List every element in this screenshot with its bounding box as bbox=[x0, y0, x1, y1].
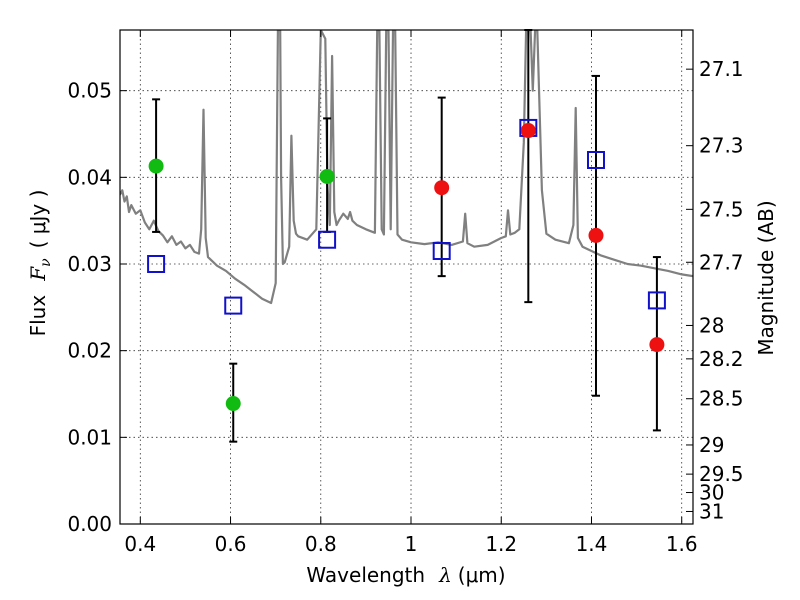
magnitude-tick-label: 28 bbox=[699, 313, 724, 337]
y-tick-label: 0.00 bbox=[67, 512, 112, 536]
y-axis-label-symbol: F bbox=[26, 266, 50, 282]
magnitude-tick-label: 27.3 bbox=[699, 134, 744, 158]
x-axis-label: Wavelength λ (μm) bbox=[306, 563, 505, 587]
magnitude-tick-label: 27.7 bbox=[699, 250, 744, 274]
x-tick-label: 0.8 bbox=[305, 532, 337, 556]
magnitude-tick-label: 29 bbox=[699, 433, 724, 457]
model-square-marker bbox=[224, 296, 243, 315]
y-axis-ticks: 0.00 0.01 0.02 0.03 0.04 0.05 bbox=[67, 79, 127, 536]
y-tick-label: 0.05 bbox=[67, 79, 112, 103]
model-spectrum-line bbox=[120, 30, 693, 305]
x-axis-label-text: Wavelength bbox=[306, 563, 425, 587]
observed-green-point bbox=[319, 168, 335, 184]
model-square-marker bbox=[318, 230, 337, 249]
y-axis-label-text: Flux bbox=[26, 295, 50, 337]
x-tick-label: 0.6 bbox=[215, 532, 247, 556]
plot-background bbox=[120, 30, 693, 524]
x-tick-label: 1 bbox=[405, 532, 418, 556]
observed-red-point bbox=[588, 227, 604, 243]
magnitude-axis-label: Magnitude (AB) bbox=[754, 200, 778, 355]
magnitude-tick-label: 30 bbox=[699, 481, 724, 505]
x-tick-label: 0.4 bbox=[124, 532, 156, 556]
y-tick-label: 0.03 bbox=[67, 252, 112, 276]
x-tick-label: 1.2 bbox=[485, 532, 517, 556]
model-square-marker bbox=[647, 291, 666, 310]
magnitude-tick-label: 29.5 bbox=[699, 462, 744, 486]
x-axis-label-unit: (μm) bbox=[458, 563, 506, 587]
magnitude-tick-label: 28.2 bbox=[699, 347, 744, 371]
data-markers bbox=[147, 118, 666, 412]
observed-red-point bbox=[520, 123, 536, 139]
x-tick-label: 1.6 bbox=[666, 532, 698, 556]
model-square-marker bbox=[147, 255, 166, 273]
model-square-marker bbox=[586, 151, 605, 169]
observed-green-point bbox=[148, 158, 164, 174]
model-square-marker bbox=[432, 242, 451, 260]
y-tick-label: 0.02 bbox=[67, 339, 112, 363]
observed-red-point bbox=[649, 337, 665, 353]
y-axis-label-subscript: ν bbox=[38, 258, 54, 267]
x-axis-label-symbol: λ bbox=[438, 563, 452, 587]
y-tick-label: 0.01 bbox=[67, 425, 112, 449]
y-tick-label: 0.04 bbox=[67, 165, 112, 189]
magnitude-tick-label: 27.5 bbox=[699, 197, 744, 221]
x-axis-ticks: 0.4 0.6 0.8 1 1.2 1.4 1.6 bbox=[124, 30, 698, 556]
y-axis-label: Flux Fν ( μJy ) bbox=[26, 190, 54, 337]
observed-green-point bbox=[225, 396, 241, 412]
magnitude-tick-label: 28.5 bbox=[699, 387, 744, 411]
observed-red-point bbox=[434, 180, 450, 196]
y-axis-label-unit: ( μJy ) bbox=[26, 190, 50, 249]
x-tick-label: 1.4 bbox=[576, 532, 608, 556]
plot-frame bbox=[119, 29, 694, 525]
model-spectrum-layer bbox=[120, 30, 693, 305]
magnitude-tick-label: 31 bbox=[699, 499, 724, 523]
magnitude-tick-label: 27.1 bbox=[699, 57, 744, 81]
